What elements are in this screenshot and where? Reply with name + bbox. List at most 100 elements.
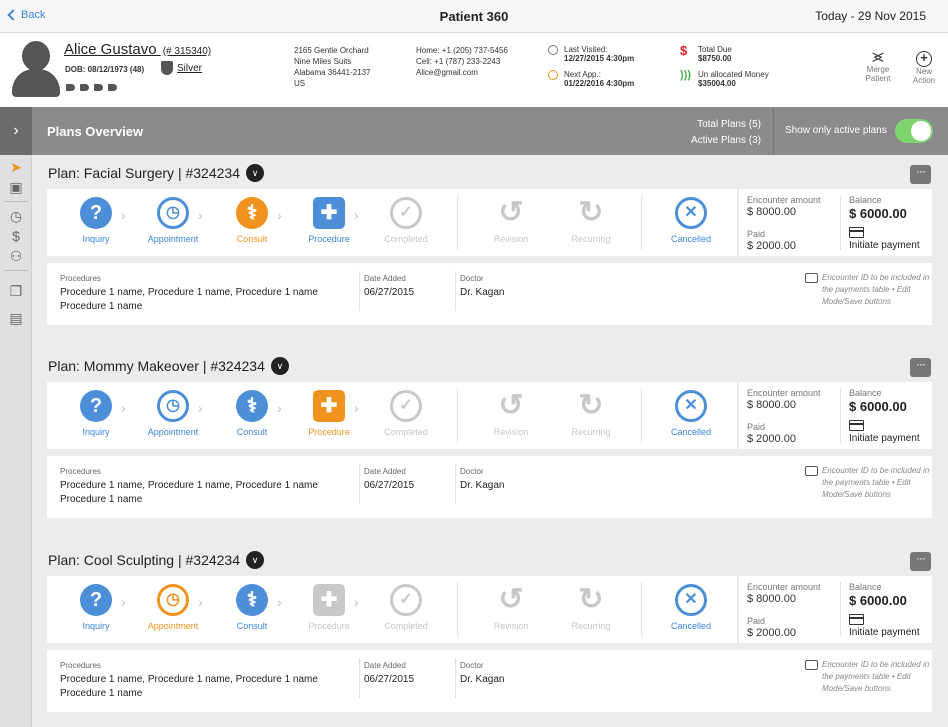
date-added-label: Date Added [364,467,406,476]
active-plans-toggle[interactable] [895,119,933,143]
plan-status-card: ? Inquiry › ◷ Appointment › ⚕ Consult › ✚ Procedur… [47,189,737,256]
documents-icon[interactable]: ❐ [9,283,23,299]
doctor-value: Dr. Kagan [460,287,505,298]
tag-icon[interactable] [66,84,75,91]
step-doctor[interactable]: ⚕ Consult [213,584,291,631]
rocket-icon[interactable]: ➤ [10,159,22,175]
step-question[interactable]: ? Inquiry [57,197,135,244]
check-icon: ✓ [390,584,422,616]
step-refresh[interactable]: ↻ Recurring [552,390,630,438]
unallocated-label: Un allocated Money [698,70,769,79]
users-icon[interactable]: ⚇ [9,248,23,264]
merge-patient-button[interactable]: ⪤ Merge Patient [858,47,898,83]
step-medkit[interactable]: ✚ Procedure [290,584,368,631]
question-icon: ? [80,197,112,229]
credit-card-icon[interactable] [849,420,864,431]
plan-counts: Total Plans (5) Active Plans (3) [691,117,761,149]
chevron-down-icon[interactable]: ∨ [245,164,264,182]
next-app-label: Next App.: [564,70,601,79]
step-clock[interactable]: ◷ Appointment [134,197,212,244]
step-doctor[interactable]: ⚕ Consult [213,197,291,244]
sidebar-expand-button[interactable]: › [0,107,32,155]
more-options-button[interactable]: ··· [910,165,931,184]
more-options-button[interactable]: ··· [910,552,931,571]
step-label: Inquiry [82,427,110,437]
paid-label: Paid [747,229,766,239]
question-icon: ? [80,584,112,616]
doctor-icon: ⚕ [236,584,268,616]
plan-section: Plan: Mommy Makeover | #324234 ∨ ···? Inqui… [32,348,948,520]
step-label: Consult [236,234,268,244]
credit-card-icon[interactable] [849,227,864,238]
step-check[interactable]: ✓ Completed [367,584,445,631]
step-check[interactable]: ✓ Completed [367,197,445,244]
home-phone[interactable]: Home: +1 (205) 737-5456 [416,46,508,55]
clock-icon [548,70,558,80]
step-question[interactable]: ? Inquiry [57,390,135,437]
credit-card-icon[interactable] [849,614,864,625]
clipboard-icon[interactable]: ▤ [9,310,23,326]
top-bar: Back Patient 360 Today - 29 Nov 2015 [0,0,948,33]
step-label: Revision [493,234,529,244]
step-medkit[interactable]: ✚ Procedure [290,390,368,437]
tag-icon[interactable] [80,84,89,91]
new-action-button[interactable]: + New Action [904,47,944,85]
clock-icon[interactable]: ◷ [9,208,23,224]
plan-title: Plan: Mommy Makeover | #324234 ∨ [48,357,289,375]
step-cancel[interactable]: ✕ Cancelled [652,197,730,244]
initiate-payment-button[interactable]: Initiate payment [849,240,920,251]
balance-label: Balance [849,582,882,592]
chevron-down-icon[interactable]: ∨ [270,357,289,375]
back-button[interactable]: Back [7,9,45,21]
patient-name-link[interactable]: Alice Gustavo (# 315340) [64,41,211,58]
id-card-icon[interactable]: ▣ [9,179,23,195]
procedures-label: Procedures [60,661,101,670]
tag-icon[interactable] [108,84,117,91]
doctor-value: Dr. Kagan [460,480,505,491]
encounter-amount-label: Encounter amount [747,195,821,205]
doctor-label: Doctor [460,661,484,670]
cell-phone[interactable]: Cell: +1 (787) 233-2243 [416,57,501,66]
balance-label: Balance [849,195,882,205]
initiate-payment-button[interactable]: Initiate payment [849,627,920,638]
step-cancel[interactable]: ✕ Cancelled [652,390,730,437]
step-label: Revision [493,621,529,631]
tag-list [66,84,117,91]
step-refresh[interactable]: ↻ Recurring [552,197,630,245]
procedures-value: Procedure 1 name, Procedure 1 name, Proc… [60,287,318,312]
current-date: Today - 29 Nov 2015 [815,9,926,23]
step-clock[interactable]: ◷ Appointment [134,390,212,437]
step-question[interactable]: ? Inquiry [57,584,135,631]
refresh-icon: ↻ [575,390,607,422]
encounter-amount-value: $ 8000.00 [747,399,796,411]
tag-icon[interactable] [94,84,103,91]
new-action-label: New [915,67,932,76]
step-clock[interactable]: ◷ Appointment [134,584,212,631]
patient-contact: Home: +1 (205) 737-5456 Cell: +1 (787) 2… [416,45,508,78]
chevron-down-icon[interactable]: ∨ [246,551,264,569]
step-refresh[interactable]: ↻ Recurring [552,584,630,632]
chevron-right-icon: › [277,594,282,610]
question-icon: ? [80,390,112,422]
initiate-payment-button[interactable]: Initiate payment [849,433,920,444]
note-text: Encounter ID to be included in the payme… [822,660,930,693]
step-undo[interactable]: ↺ Revision [472,584,550,632]
step-cancel[interactable]: ✕ Cancelled [652,584,730,631]
more-options-button[interactable]: ··· [910,358,931,377]
undo-icon: ↺ [495,390,527,422]
chevron-right-icon: › [198,207,203,223]
step-medkit[interactable]: ✚ Procedure [290,197,368,244]
step-undo[interactable]: ↺ Revision [472,197,550,245]
tier-link[interactable]: Silver [161,61,202,75]
step-doctor[interactable]: ⚕ Consult [213,390,291,437]
email-link[interactable]: Alice@gmail.com [416,68,478,77]
step-undo[interactable]: ↺ Revision [472,390,550,438]
dollar-icon[interactable]: $ [12,228,20,244]
patient-name: Alice Gustavo [64,41,157,58]
plan-section: Plan: Facial Surgery | #324234 ∨ ···? Inqui… [32,155,948,327]
total-due-value: $8750.00 [698,54,732,63]
procedures-card: Procedures Procedure 1 name, Procedure 1 … [47,456,932,518]
balance-label: Balance [849,388,882,398]
merge-icon: ⪤ [872,46,884,66]
step-check[interactable]: ✓ Completed [367,390,445,437]
